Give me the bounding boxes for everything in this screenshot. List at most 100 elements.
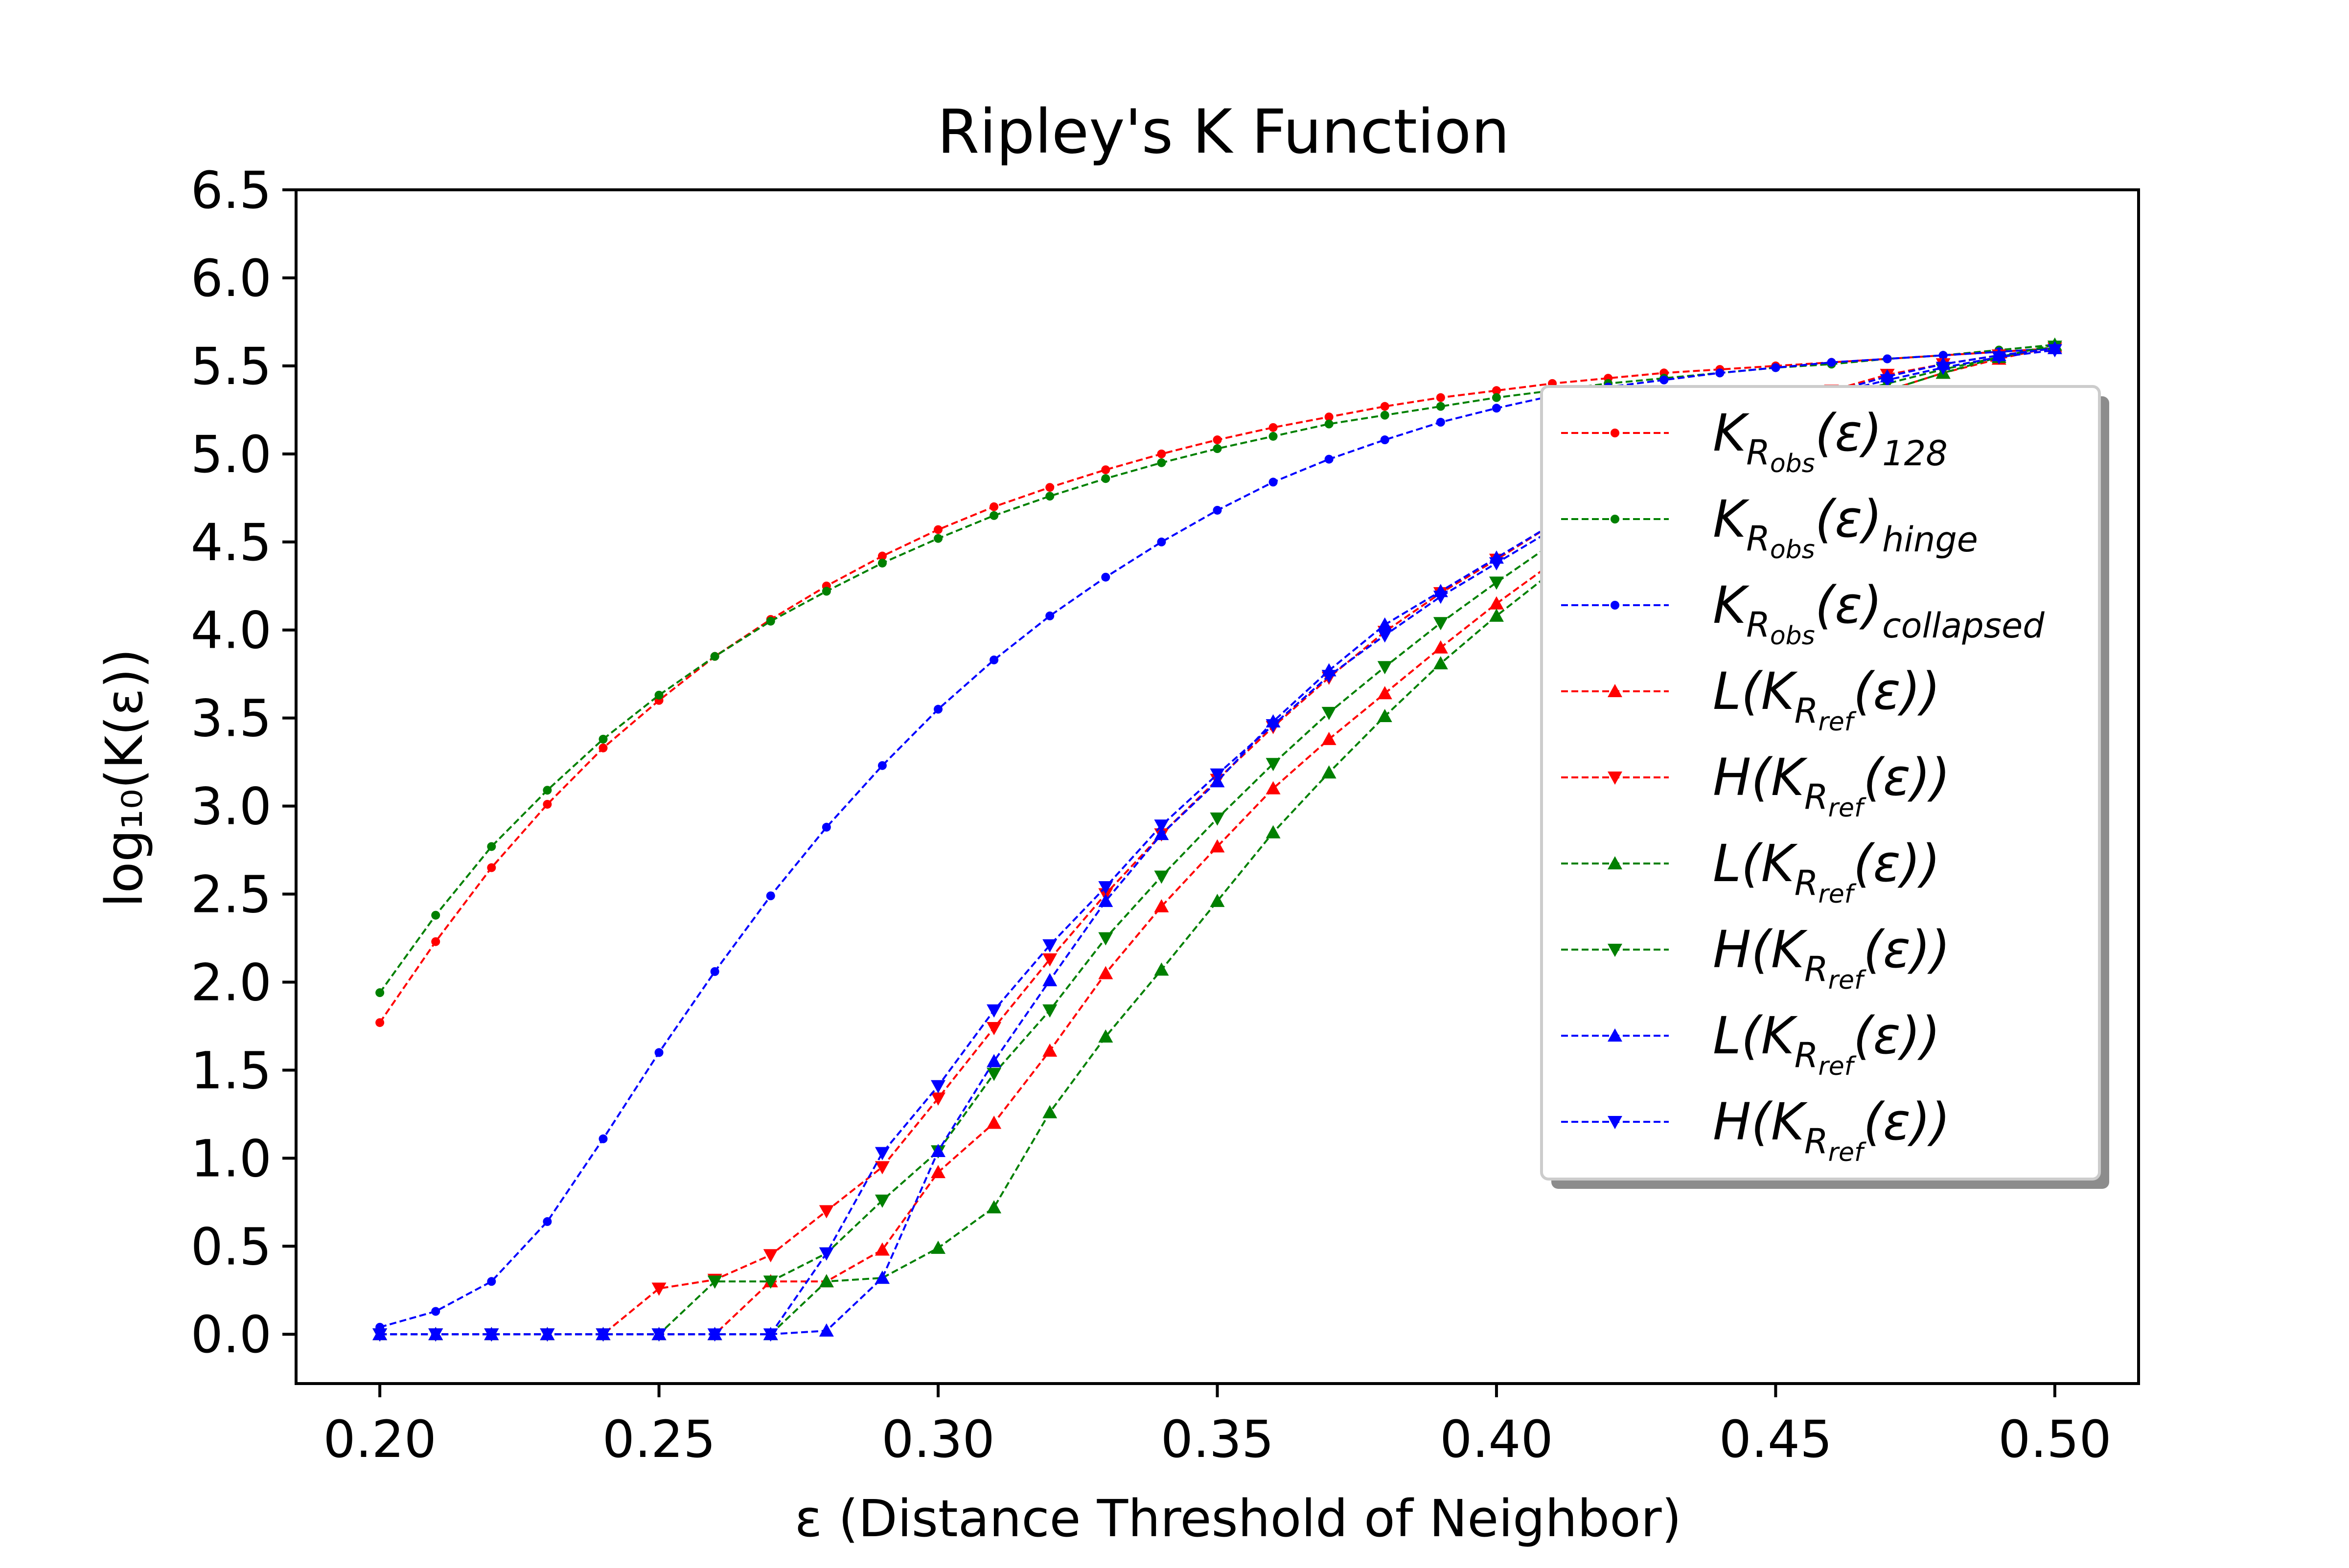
data-point	[2047, 344, 2062, 358]
legend-label-sub3: hinge	[1882, 520, 1978, 560]
data-point	[428, 1328, 443, 1342]
data-point	[1210, 812, 1225, 826]
data-point	[1042, 1043, 1058, 1057]
legend-label-sub2: ref	[1818, 707, 1856, 737]
data-point	[1321, 765, 1336, 779]
data-point	[819, 1205, 834, 1219]
y-tick-label: 4.0	[191, 601, 272, 660]
data-point	[1991, 351, 2006, 364]
data-point	[931, 1143, 946, 1157]
legend-marker	[1608, 684, 1622, 697]
legend-label: L(KRref(ε))	[1713, 834, 1940, 909]
data-point	[875, 1242, 890, 1256]
data-point	[822, 587, 831, 596]
legend-label-tail: (ε)	[1815, 575, 1882, 635]
data-point	[1042, 1105, 1058, 1118]
data-point	[1380, 435, 1389, 445]
data-point	[1045, 492, 1055, 501]
data-point	[1101, 474, 1110, 483]
legend-label: KRobs(ε)hinge	[1713, 489, 1978, 565]
legend-label-main: H(K	[1713, 748, 1808, 807]
data-point	[1042, 973, 1058, 986]
x-tick-label: 0.40	[1440, 1409, 1553, 1469]
y-tick-label: 5.5	[191, 337, 272, 396]
data-point	[1659, 375, 1669, 385]
data-point	[1157, 449, 1166, 458]
legend-entry: KRobs(ε)collapsed	[1561, 575, 2045, 651]
data-point	[1324, 412, 1334, 422]
x-axis: 0.20 0.25 0.30 0.35 0.40 0.45 0.50	[323, 1384, 2112, 1469]
data-point	[875, 1194, 890, 1208]
legend-entry: L(KRref(ε))	[1561, 834, 1940, 909]
legend-label-sub1: R	[1795, 863, 1819, 903]
data-point	[875, 1271, 890, 1284]
data-point	[990, 502, 999, 511]
data-point	[766, 891, 775, 901]
legend-label: H(KRref(ε))	[1713, 920, 1950, 995]
legend-label-main: L(K	[1713, 661, 1798, 721]
legend-label-main: L(K	[1713, 1006, 1798, 1066]
legend-label-sub2: ref	[1828, 1138, 1866, 1167]
data-point	[1268, 423, 1278, 432]
y-tick-label: 3.5	[191, 689, 272, 749]
x-tick-label: 0.25	[602, 1409, 716, 1469]
data-point	[599, 734, 608, 744]
legend-marker	[1608, 1116, 1622, 1129]
data-point	[1042, 1004, 1058, 1018]
data-point	[1492, 404, 1501, 413]
data-point	[1489, 557, 1504, 570]
data-point	[819, 1274, 834, 1288]
legend-label-sub1: R	[1795, 1035, 1819, 1075]
data-point	[1098, 893, 1113, 907]
legend-label-sub1: R	[1804, 777, 1828, 817]
data-point	[707, 1275, 722, 1289]
data-point	[877, 558, 887, 568]
legend-marker	[1611, 515, 1619, 523]
legend-label-main: H(K	[1713, 1092, 1808, 1152]
legend-label-sub2: obs	[1770, 535, 1815, 565]
data-point	[710, 652, 719, 661]
data-point	[1377, 617, 1392, 631]
data-point	[599, 743, 608, 752]
legend-label-sub1: R	[1746, 432, 1770, 473]
data-point	[1101, 572, 1110, 582]
data-point	[1266, 719, 1281, 733]
legend-label-tail: (ε))	[1863, 920, 1950, 979]
data-point	[1380, 410, 1389, 420]
data-point	[375, 988, 385, 998]
y-tick-label: 6.0	[191, 249, 272, 308]
legend-label-main: K	[1713, 403, 1750, 463]
data-point	[1266, 758, 1281, 772]
legend-label-main: K	[1713, 575, 1750, 635]
legend-label-tail: (ε)	[1815, 489, 1882, 549]
y-axis-title: log₁₀(K(ε))	[94, 649, 154, 908]
legend-label: KRobs(ε)128	[1713, 403, 1948, 478]
data-point	[1377, 686, 1392, 700]
data-point	[1154, 870, 1169, 884]
legend-marker	[1608, 944, 1622, 957]
y-tick-label: 3.0	[191, 777, 272, 837]
data-point	[1101, 465, 1110, 475]
data-point	[1321, 670, 1336, 683]
data-point	[931, 1092, 946, 1106]
data-point	[431, 1307, 440, 1316]
legend-label-main: K	[1713, 489, 1750, 549]
data-point	[1827, 358, 1836, 367]
data-point	[990, 655, 999, 664]
data-point	[877, 761, 887, 770]
data-point	[875, 1147, 890, 1160]
y-tick-label: 5.0	[191, 425, 272, 484]
legend-box	[1540, 385, 2101, 1181]
data-point	[1213, 444, 1222, 454]
data-point	[875, 1161, 890, 1175]
data-point	[763, 1275, 778, 1289]
data-point	[987, 1200, 1002, 1214]
data-point	[1938, 351, 1948, 360]
legend-entry: H(KRref(ε))	[1561, 1092, 1950, 1167]
data-point	[1154, 899, 1169, 912]
data-point	[1210, 768, 1225, 782]
data-point	[1157, 458, 1166, 467]
data-point	[651, 1328, 667, 1342]
